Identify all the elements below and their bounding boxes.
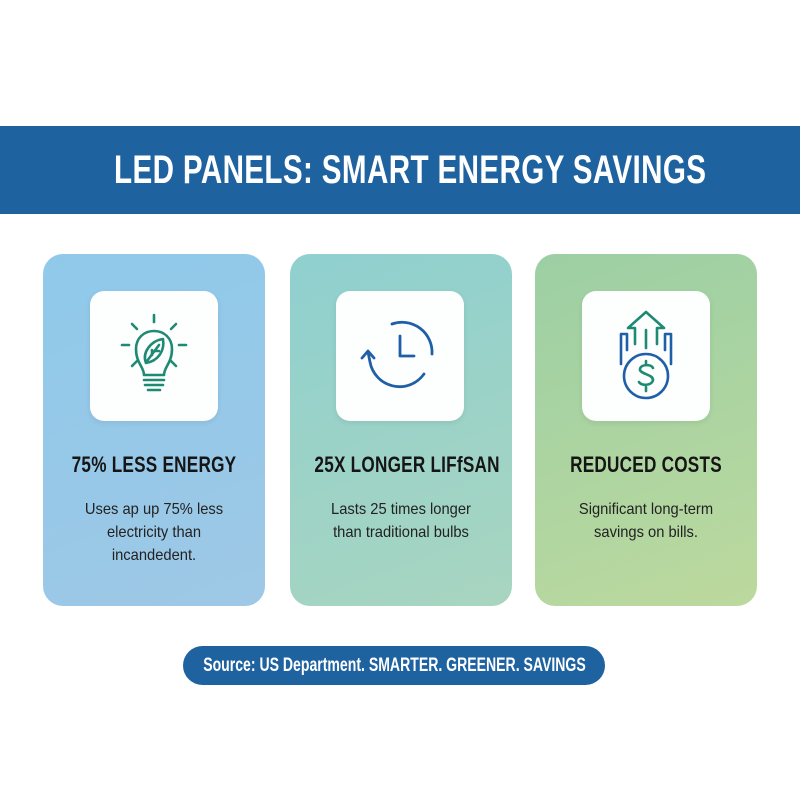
card-title: 75% LESS ENERGY [71, 452, 237, 477]
card-description: Significant long-term savings on bills. [551, 498, 741, 544]
clock-refresh-icon [360, 320, 434, 388]
card-lifespan: 25X LONGER LIFfSAN Lasts 25 times longer… [290, 254, 512, 606]
icon-box [582, 291, 710, 421]
card-text-line: Significant long-term [578, 501, 714, 518]
card-text-line: incandedent. [111, 547, 197, 564]
card-description: Lasts 25 times longer than traditional b… [306, 498, 496, 544]
icon-box [336, 291, 464, 421]
title-banner: LED PANELS: SMART ENERGY SAVINGS [0, 126, 800, 214]
card-title: 25X LONGER LIFfSAN [314, 452, 500, 477]
card-costs: REDUCED COSTS Significant long-term savi… [535, 254, 757, 606]
lightbulb-leaf-icon [120, 313, 188, 392]
source-badge: Source: US Department. SMARTER. GREENER.… [183, 646, 605, 685]
dollar-coin-arrow-up-icon [619, 310, 673, 400]
card-text-line: than traditional bulbs [333, 524, 469, 541]
card-text-line: electricity than [106, 524, 202, 541]
card-text-line: Lasts 25 times longer [331, 501, 471, 518]
page-title: LED PANELS: SMART ENERGY SAVINGS [114, 148, 707, 192]
card-energy: 75% LESS ENERGY Uses ap up 75% less elec… [43, 254, 265, 606]
icon-box [90, 291, 218, 421]
card-title: REDUCED COSTS [570, 452, 722, 477]
source-text: Source: US Department. SMARTER. GREENER.… [202, 654, 586, 676]
card-text-line: savings on bills. [594, 524, 698, 541]
card-text-line: Uses ap up 75% less [84, 501, 224, 518]
card-description: Uses ap up 75% less electricity than inc… [59, 498, 249, 567]
